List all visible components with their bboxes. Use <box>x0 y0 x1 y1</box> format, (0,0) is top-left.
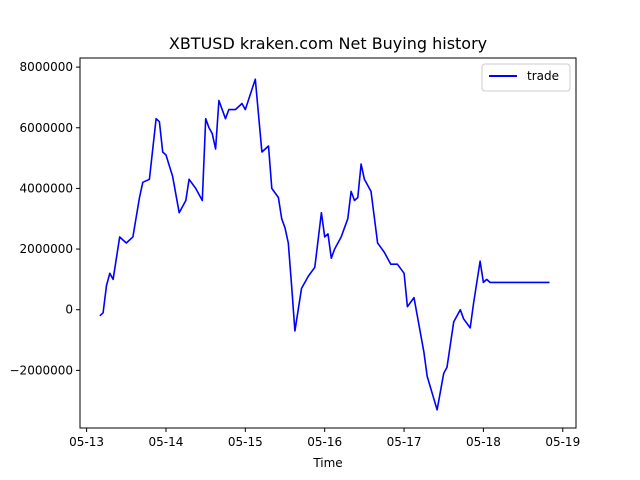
x-tick-label: 05-15 <box>228 435 263 449</box>
plot-frame <box>79 57 577 429</box>
y-tick-label: −2000000 <box>10 363 74 377</box>
x-tick-label: 05-13 <box>69 435 104 449</box>
plot-area <box>99 78 550 411</box>
y-tick-label: 8000000 <box>20 60 73 74</box>
y-tick-label: 6000000 <box>20 121 73 135</box>
x-tick-label: 05-17 <box>387 435 422 449</box>
x-axis: 05-13 05-14 05-15 05-16 05-17 05-18 05-19 <box>69 428 580 449</box>
x-tick-label: 05-14 <box>149 435 184 449</box>
legend: trade <box>481 63 571 92</box>
y-tick-label: 0 <box>65 303 73 317</box>
x-tick-label: 05-19 <box>545 435 580 449</box>
chart-title: XBTUSD kraken.com Net Buying history <box>169 34 487 53</box>
y-tick-label: 4000000 <box>20 181 73 195</box>
legend-label-trade: trade <box>527 69 559 83</box>
x-tick-label: 05-16 <box>307 435 342 449</box>
x-tick-label: 05-18 <box>466 435 501 449</box>
y-axis: 8000000 6000000 4000000 2000000 0 −2000000 <box>10 60 80 377</box>
series-line-trade <box>99 78 550 411</box>
x-axis-title: Time <box>312 456 342 470</box>
y-tick-label: 2000000 <box>20 242 73 256</box>
legend-frame <box>481 63 571 92</box>
